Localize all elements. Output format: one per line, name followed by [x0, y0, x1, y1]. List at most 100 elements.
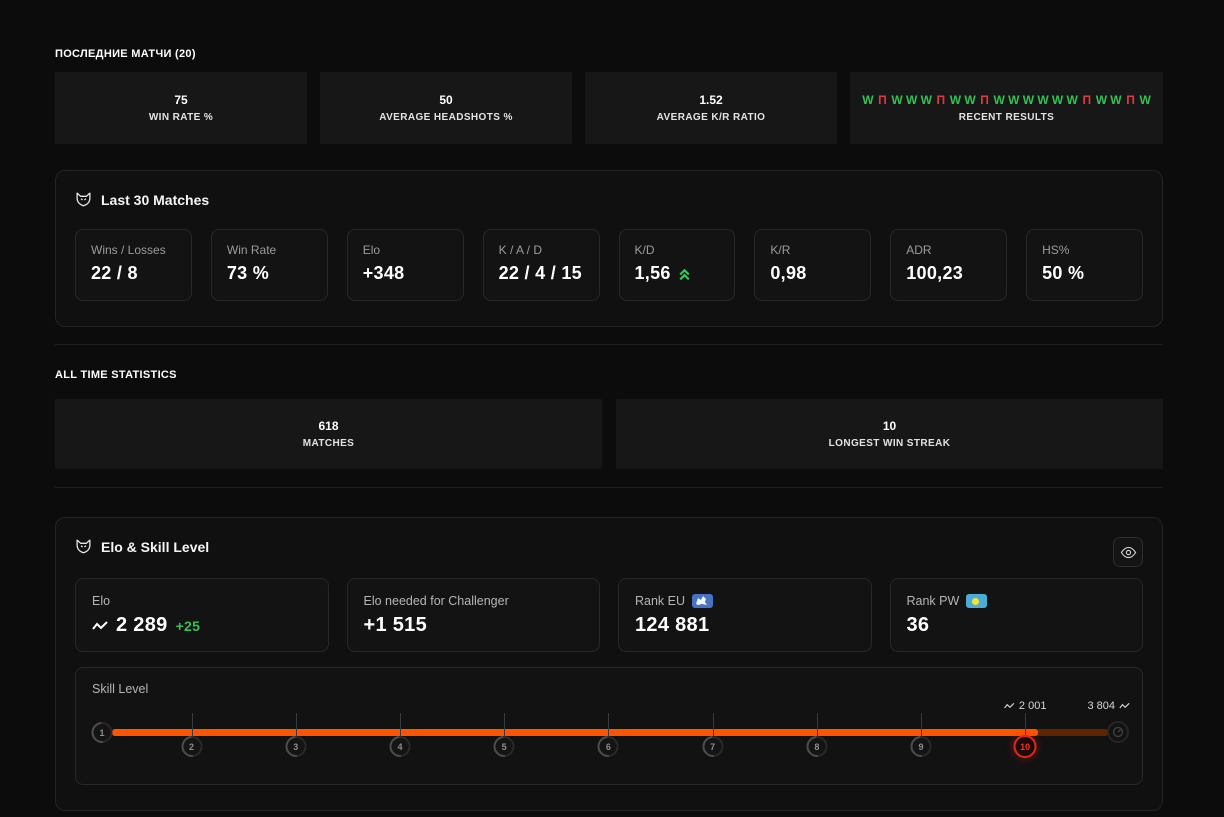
stat-label: K / A / D [498, 243, 542, 257]
stat-value: 22 / 8 [91, 263, 138, 283]
skill-level-7-badge: 7 [702, 736, 724, 757]
stat-value: 1,56 [635, 263, 720, 284]
rank-pw-value: 36 [906, 614, 930, 636]
recent-summary-cards: 75 WIN RATE % 50 AVERAGE HEADSHOTS % 1.5… [55, 72, 1163, 144]
last30-header: Last 30 Matches [75, 191, 1143, 208]
section-divider [55, 344, 1163, 345]
skill-level-tick [191, 713, 193, 746]
skill-level-tick [608, 713, 610, 746]
avg-headshots-value: 50 [439, 93, 453, 107]
alltime-cards: 618 MATCHES 10 LONGEST WIN STREAK [55, 399, 1163, 469]
result-win: W [1008, 93, 1020, 107]
elo-delta: +25 [175, 617, 201, 634]
elo-card: Elo 2 289 +25 [75, 578, 329, 652]
result-loss: П [936, 93, 946, 107]
eye-icon [1120, 546, 1136, 558]
stat-value: 50 % [1042, 263, 1085, 283]
elo-needed-card: Elo needed for Challenger +1 515 [346, 578, 600, 652]
elo-title: Elo & Skill Level [101, 538, 210, 555]
result-win: W [949, 93, 962, 107]
alltime-title: ALL TIME STATISTICS [55, 369, 177, 381]
result-loss: П [1082, 93, 1092, 107]
stat-value: +348 [362, 263, 405, 283]
skill-level-tick [400, 713, 402, 746]
stat-card-wins-losses: Wins / Losses 22 / 8 [75, 229, 192, 301]
last30-title: Last 30 Matches [101, 191, 210, 208]
result-win: W [1095, 93, 1108, 107]
skill-level-widget: Skill Level 2 001 3 804 1 2 3 4 5 6 7 8 9 10 [75, 667, 1143, 785]
stat-label: K/D [634, 243, 655, 257]
avg-kr-label: AVERAGE K/R RATIO [656, 112, 766, 123]
elo-needed-label: Elo needed for Challenger [363, 594, 509, 608]
win-rate-value: 75 [174, 93, 188, 107]
rank-eu-label: Rank EU [635, 594, 686, 608]
result-win: W [1110, 93, 1122, 107]
sparkline-icon [92, 620, 108, 630]
skill-level-6-badge: 6 [597, 736, 619, 757]
result-win: W [891, 93, 903, 107]
stat-value: 100,23 [906, 263, 964, 283]
result-win: W [993, 93, 1005, 107]
result-win: W [862, 93, 874, 107]
win-streak-value: 10 [882, 419, 897, 433]
rank-eu-label-row: Rank EU [635, 594, 855, 608]
result-win: W [905, 93, 918, 107]
stat-card-k-d: K/D 1,56 [618, 229, 736, 301]
stat-value: 73 % [226, 263, 270, 283]
result-win: W [1022, 93, 1035, 107]
avg-headshots-card: 50 AVERAGE HEADSHOTS % [320, 72, 572, 144]
sparkline-icon [1004, 702, 1015, 709]
visibility-toggle-button[interactable] [1113, 537, 1143, 567]
rank-eu-card: Rank EU 124 881 [618, 578, 872, 652]
skill-level-label: Skill Level [92, 682, 149, 696]
result-win: W [1037, 93, 1049, 107]
skill-level-4-badge: 4 [389, 736, 411, 757]
matches-card: 618 MATCHES [55, 399, 602, 469]
win-streak-card: 10 LONGEST WIN STREAK [616, 399, 1163, 469]
result-win: W [1139, 93, 1151, 107]
skill-level-slider: 2 001 3 804 1 2 3 4 5 6 7 8 9 10 [91, 700, 1130, 766]
stat-card-elo: Elo +348 [346, 229, 464, 301]
stat-label: HS% [1042, 243, 1070, 257]
result-win: W [1066, 93, 1078, 107]
stats-page: ПОСЛЕДНИЕ МАТЧИ (20) 75 WIN RATE % 50 AV… [0, 48, 1224, 817]
eu-region-badge-icon [692, 594, 714, 608]
last30-panel: Last 30 Matches Wins / Losses 22 / 8 Win R… [55, 170, 1163, 327]
skill-level-tick [504, 713, 506, 746]
level10-elo-threshold: 2 001 [1004, 700, 1046, 712]
stat-card-k-r: K/R 0,98 [754, 229, 872, 301]
skill-level-tick [816, 713, 818, 746]
challenger-icon [1107, 721, 1129, 743]
rank-pw-card: Rank PW 36 [889, 578, 1143, 652]
stat-card-adr: ADR 100,23 [890, 229, 1008, 301]
elo-cards-row: Elo 2 289 +25 Elo needed for Challenger … [75, 578, 1143, 652]
stat-label: Elo [362, 243, 381, 257]
rank-pw-label: Rank PW [906, 594, 960, 608]
stat-card-win-rate: Win Rate 73 % [210, 229, 328, 301]
result-win: W [920, 93, 932, 107]
last30-stats-row: Wins / Losses 22 / 8 Win Rate 73 % Elo +348 K … [75, 229, 1143, 301]
wolf-icon [76, 539, 91, 554]
recent-matches-title: ПОСЛЕДНИЕ МАТЧИ (20) [55, 48, 196, 60]
stat-card-k-a-d: K / A / D 22 / 4 / 15 [482, 229, 600, 301]
result-win: W [964, 93, 976, 107]
matches-label: MATCHES [302, 438, 355, 449]
result-loss: П [1126, 93, 1135, 107]
stat-label: ADR [906, 243, 932, 257]
result-loss: П [980, 93, 989, 107]
skill-level-9-badge: 9 [910, 736, 932, 757]
recent-results-label: RECENT RESULTS [958, 112, 1055, 123]
skill-level-8-badge: 8 [806, 736, 828, 757]
stat-label: K/R [770, 243, 791, 257]
wolf-icon [76, 192, 91, 207]
skill-level-tick [295, 713, 297, 746]
stat-label: Win Rate [226, 243, 277, 257]
sparkline-icon [1119, 702, 1130, 709]
win-streak-label: LONGEST WIN STREAK [828, 438, 951, 449]
skill-level-tick [712, 713, 714, 746]
rank-pw-label-row: Rank PW [907, 594, 1127, 608]
skill-level-5-badge: 5 [493, 736, 515, 757]
elo-value-row: 2 289 +25 [92, 614, 312, 637]
